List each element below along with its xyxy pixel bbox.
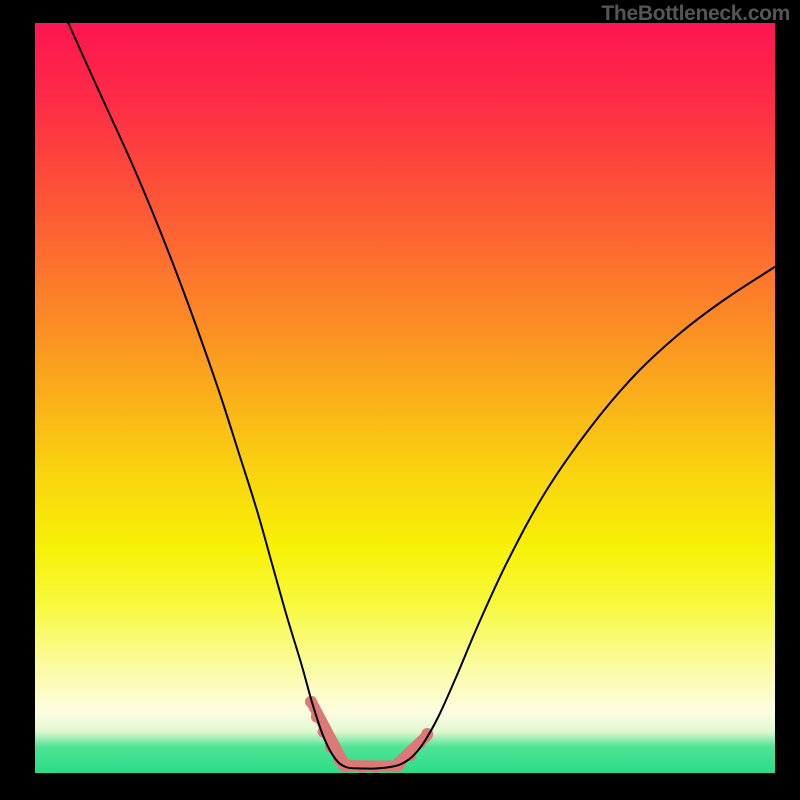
highlight-dot bbox=[369, 761, 381, 773]
bottleneck-chart bbox=[0, 0, 800, 800]
highlight-dot bbox=[344, 760, 356, 772]
watermark-text: TheBottleneck.com bbox=[601, 2, 790, 26]
highlight-dot bbox=[356, 761, 368, 773]
plot-gradient-background bbox=[35, 23, 775, 773]
